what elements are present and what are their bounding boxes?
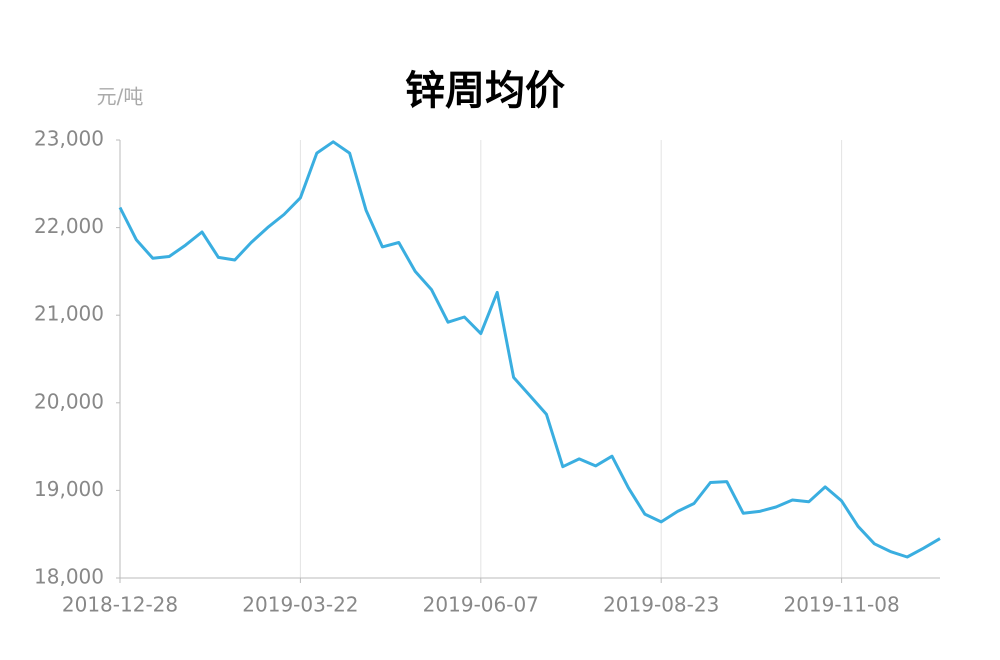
x-tick-label: 2019-06-07 <box>423 593 539 617</box>
line-series <box>118 140 941 559</box>
y-unit: 元/吨 <box>97 85 144 109</box>
x-tick-label: 2019-03-22 <box>242 593 358 617</box>
y-tick-label: 20,000 <box>34 389 104 413</box>
y-tick-label: 22,000 <box>34 214 104 238</box>
x-tick-label: 2019-08-23 <box>603 593 719 617</box>
x-tick-label: 2019-11-08 <box>783 593 899 617</box>
y-tick-label: 18,000 <box>34 565 104 589</box>
y-tick-label: 23,000 <box>34 127 104 151</box>
y-tick-label: 19,000 <box>34 477 104 501</box>
x-tick-label: 2018-12-28 <box>62 593 178 617</box>
chart-title: 锌周均价 <box>405 68 565 114</box>
y-tick-label: 21,000 <box>34 302 104 326</box>
